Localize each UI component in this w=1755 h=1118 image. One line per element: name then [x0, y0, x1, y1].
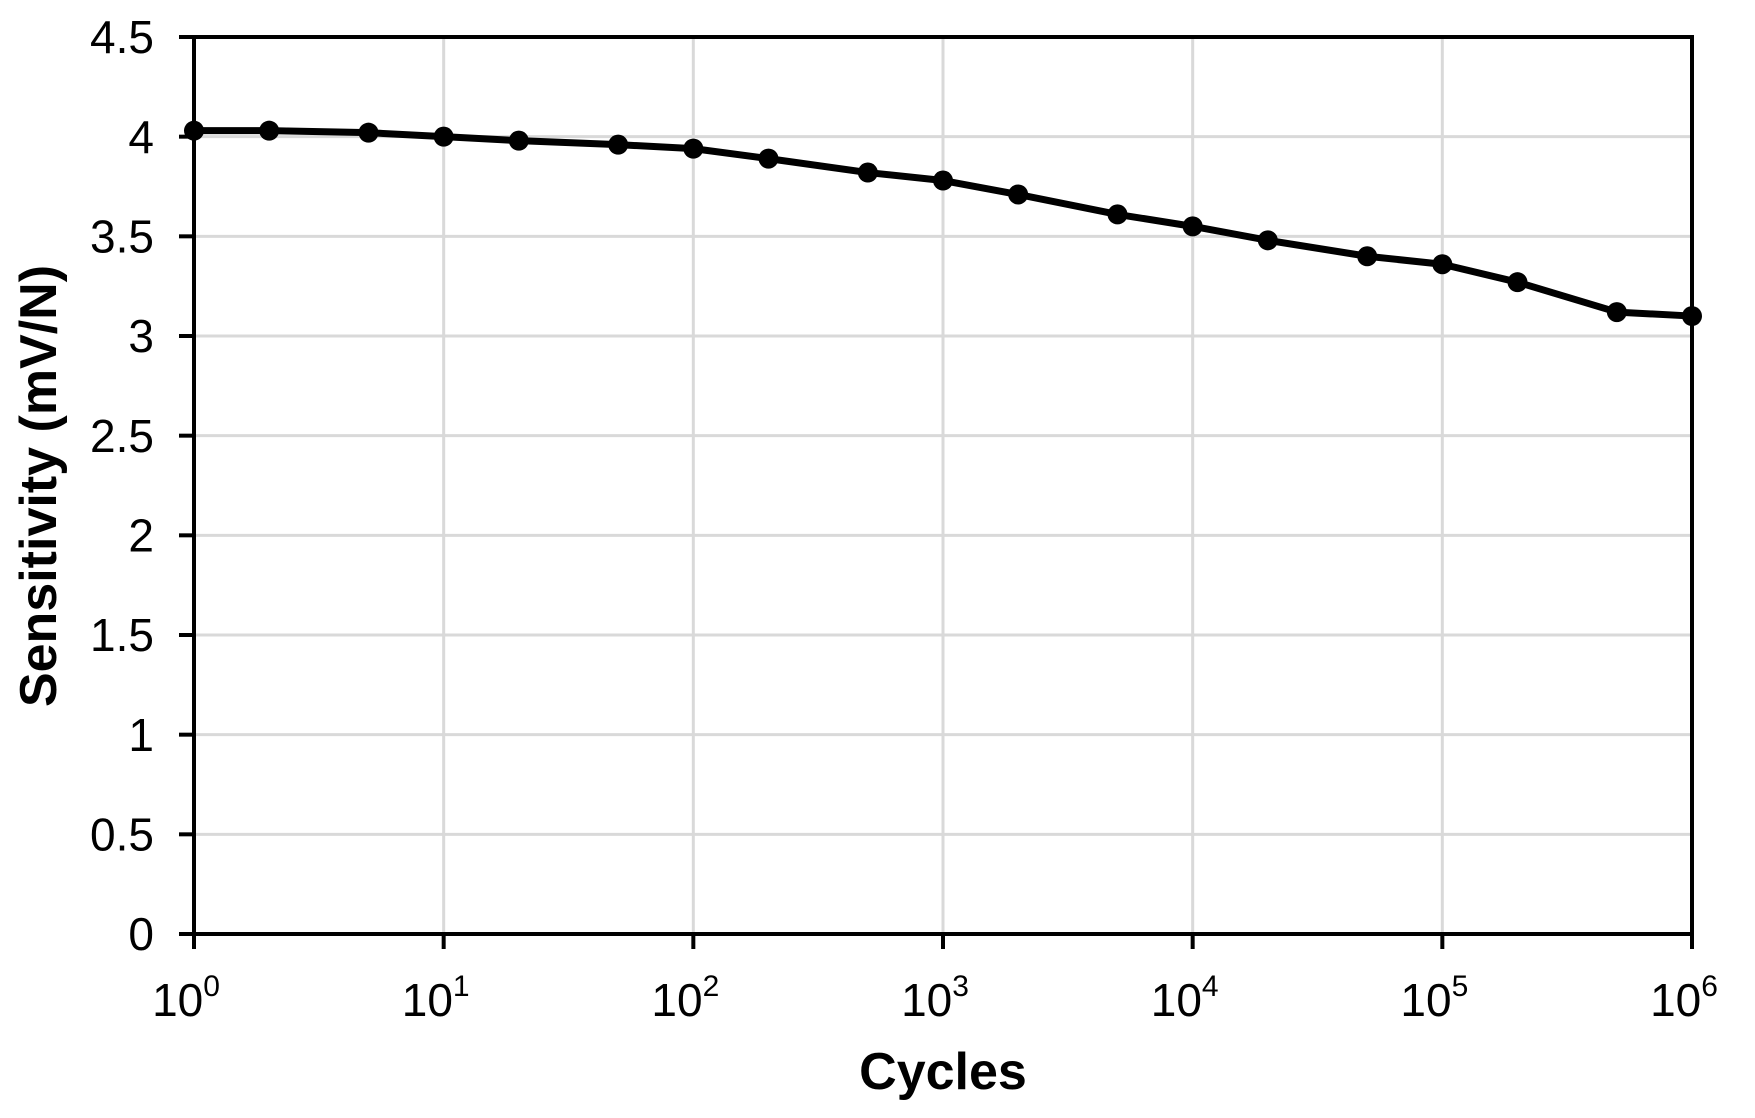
tick-labels-layer: 0 0.5 1 1.5 2 2.5 3 3.5 4 4.5 100 101 102 103 104 105 10…	[90, 11, 1718, 1026]
x-tick-label: 105	[1400, 970, 1468, 1026]
y-tick-label: 4.5	[90, 11, 154, 63]
x-tick-label: 100	[152, 970, 220, 1026]
y-tick-label: 1	[128, 709, 154, 761]
data-point-marker	[608, 134, 629, 155]
data-point-marker	[1257, 230, 1278, 251]
y-tick-label: 0	[128, 908, 154, 960]
data-point-marker	[1432, 254, 1453, 275]
data-point-marker	[683, 138, 704, 159]
data-point-marker	[1107, 204, 1128, 225]
y-tick-label: 4	[128, 111, 154, 163]
x-tick-label: 101	[402, 970, 470, 1026]
data-series-layer	[184, 120, 1702, 327]
x-axis-title: Cycles	[859, 1043, 1027, 1101]
data-point-marker	[933, 170, 953, 191]
data-point-marker	[1606, 302, 1627, 323]
y-tick-label: 0.5	[90, 808, 154, 860]
y-tick-label: 1.5	[90, 609, 154, 661]
y-tick-label: 2	[128, 509, 154, 561]
data-point-marker	[184, 120, 204, 141]
x-tick-label: 103	[901, 970, 969, 1026]
x-tick-label: 102	[651, 970, 719, 1026]
x-tick-label: 106	[1650, 970, 1718, 1026]
x-tick-label: 104	[1151, 970, 1219, 1026]
data-point-marker	[1507, 272, 1528, 293]
data-point-marker	[358, 122, 379, 143]
data-point-marker	[857, 162, 878, 183]
data-point-marker	[1357, 246, 1378, 267]
y-tick-label: 3	[128, 310, 154, 362]
y-tick-label: 3.5	[90, 210, 154, 262]
y-tick-label: 2.5	[90, 410, 154, 462]
data-point-marker	[1182, 216, 1203, 237]
data-point-marker	[1682, 306, 1702, 327]
data-point-marker	[508, 130, 529, 151]
data-point-marker	[259, 120, 280, 141]
axis-ticks-layer	[179, 35, 1694, 949]
data-point-marker	[1008, 184, 1029, 205]
data-point-marker	[433, 126, 454, 147]
data-point-marker	[758, 148, 779, 169]
y-axis-title: Sensitivity (mV/N)	[10, 265, 68, 707]
